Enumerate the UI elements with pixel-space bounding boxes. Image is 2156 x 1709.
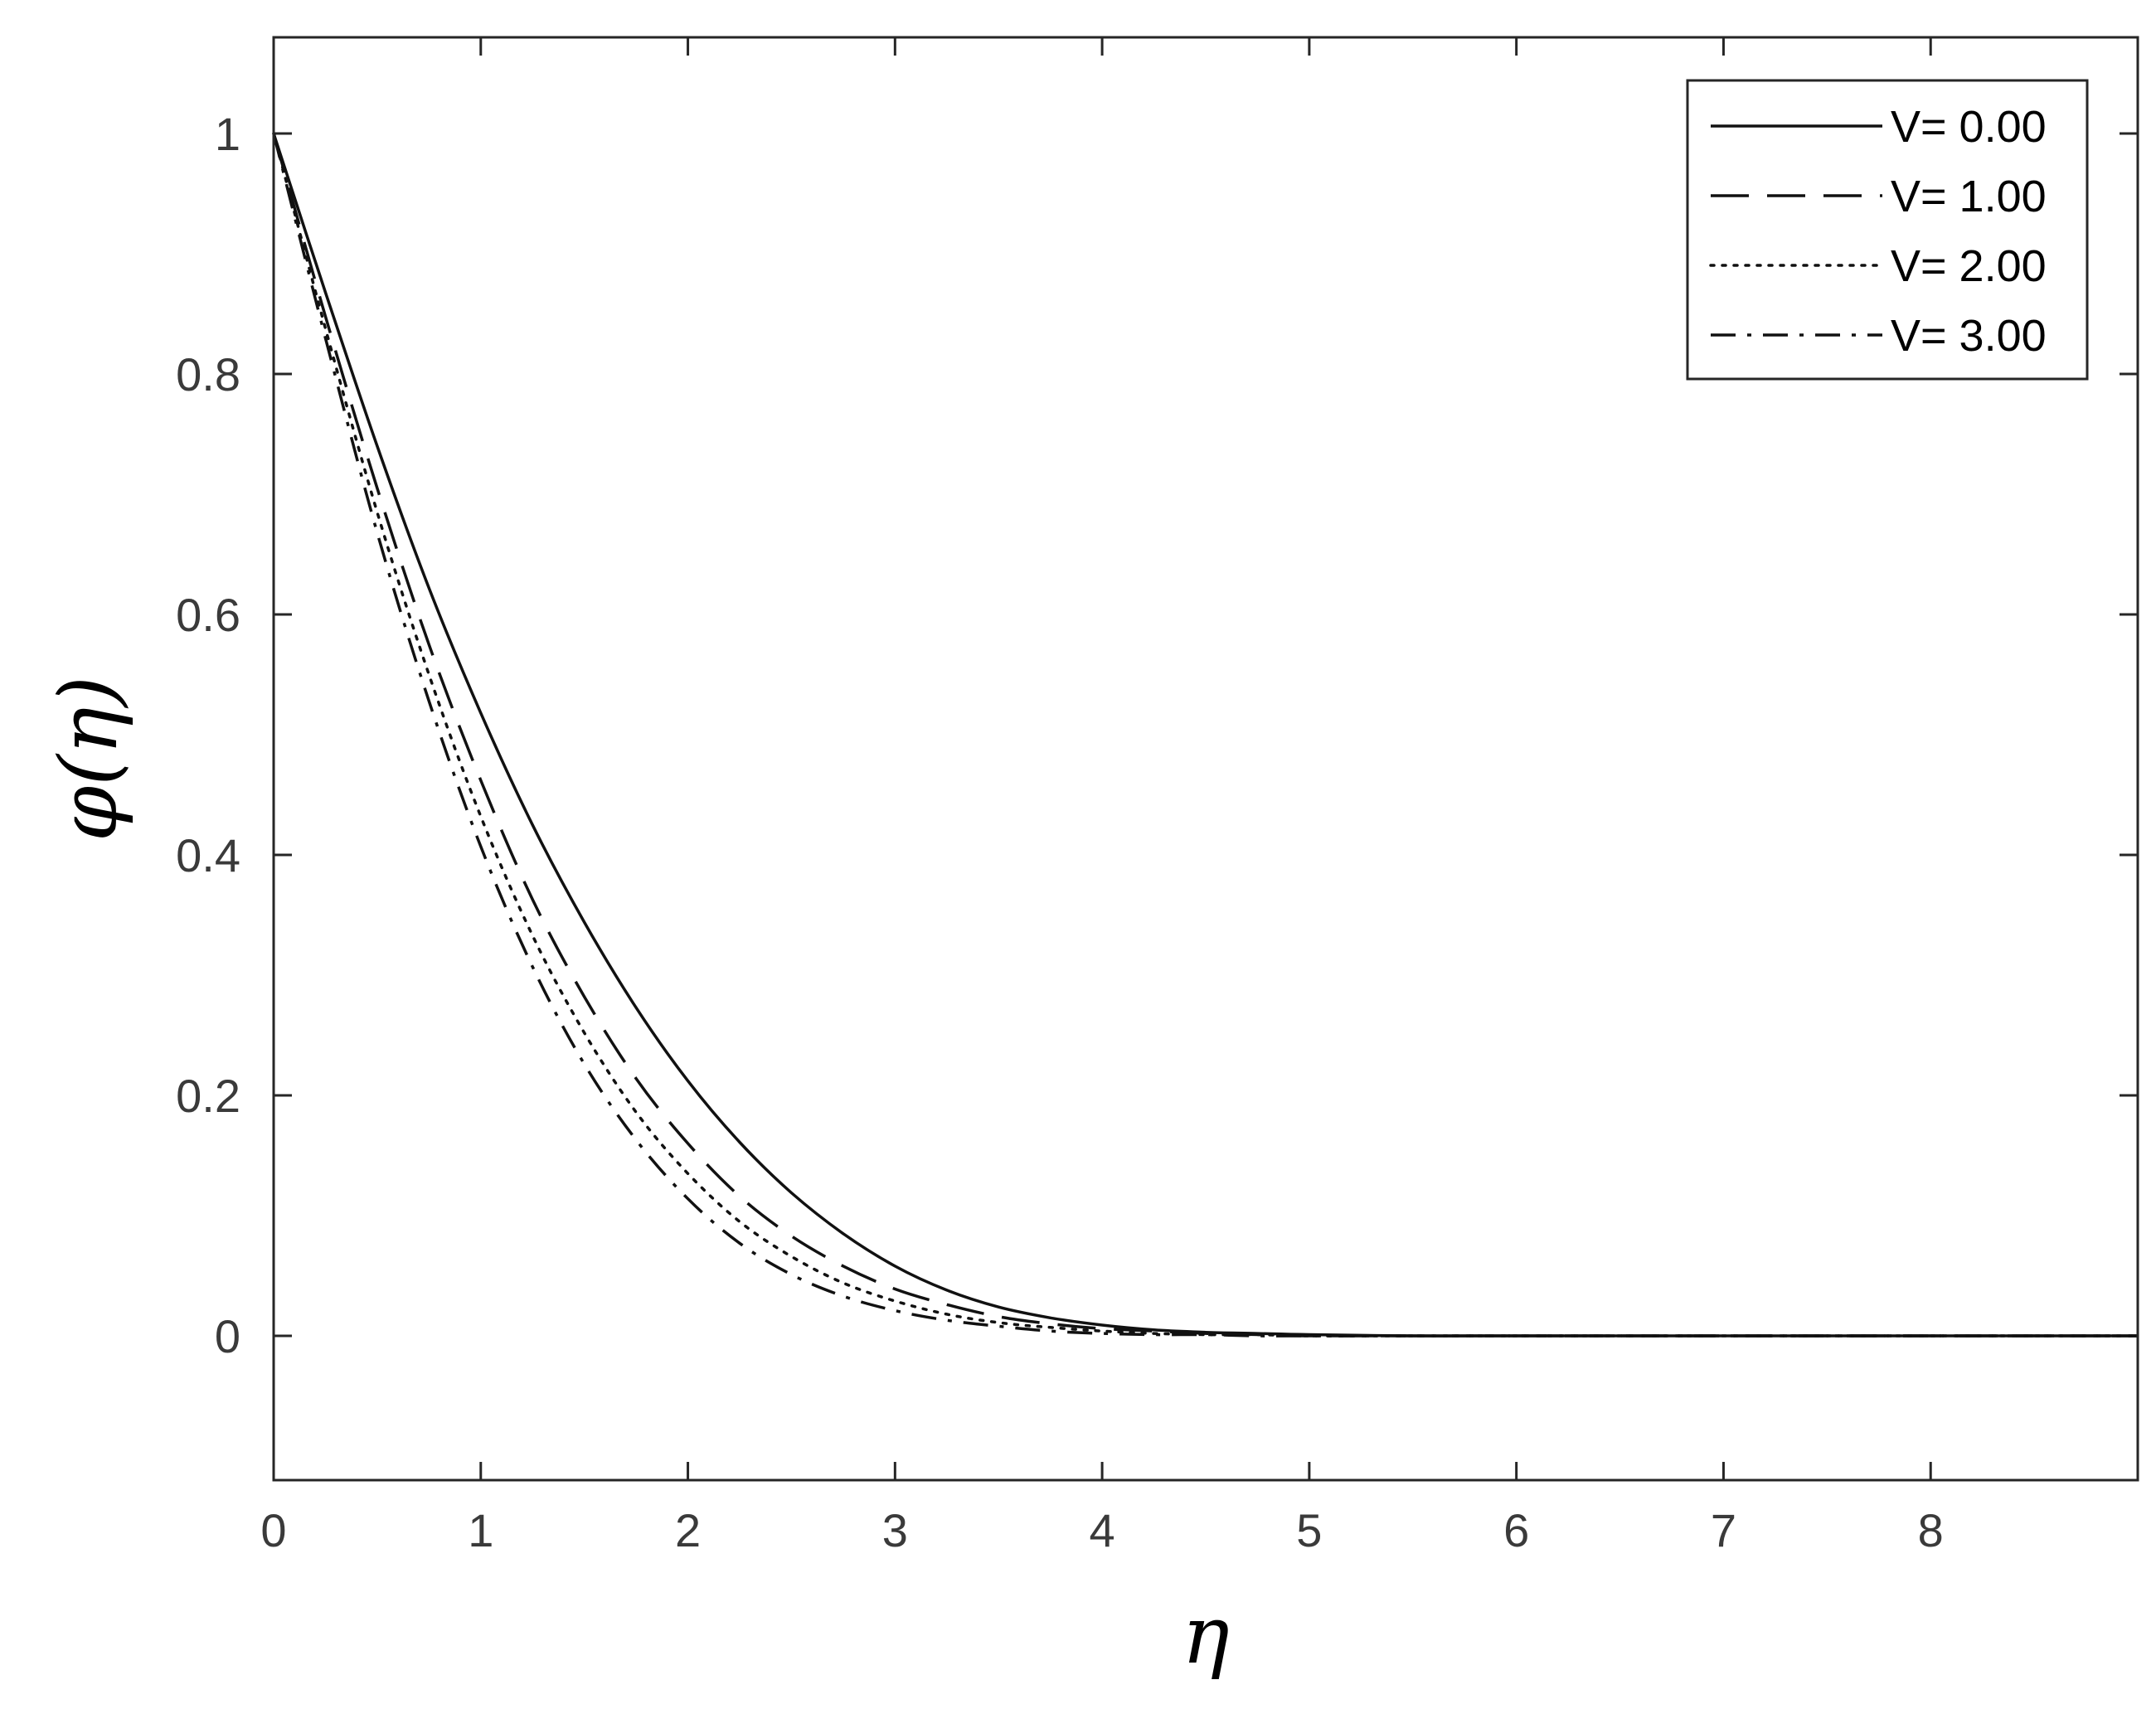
x-tick-label: 6 xyxy=(1503,1504,1529,1556)
plot-frame xyxy=(272,36,2139,1482)
y-tick-label: 0.4 xyxy=(176,829,240,881)
y-tick-label: 0 xyxy=(215,1310,240,1362)
y-tick-label: 0.8 xyxy=(176,348,240,401)
y-tick-label: 0.2 xyxy=(176,1070,240,1122)
y-tick-label: 0.6 xyxy=(176,589,240,641)
legend: V= 0.00 V= 1.00 V= 2.00 V= 3.00 xyxy=(1686,79,2089,381)
x-tick-label: 4 xyxy=(1090,1504,1115,1556)
legend-label: V= 0.00 xyxy=(1891,102,2047,152)
x-tick-label: 5 xyxy=(1296,1504,1322,1556)
legend-label: V= 3.00 xyxy=(1891,311,2047,361)
legend-label: V= 1.00 xyxy=(1891,172,2047,221)
x-tick-label: 1 xyxy=(468,1504,493,1556)
x-tick-label: 7 xyxy=(1711,1504,1736,1556)
series-line-2 xyxy=(272,132,2139,1338)
y-axis-label: φ(η) xyxy=(42,676,135,842)
legend-label: V= 2.00 xyxy=(1891,241,2047,291)
x-tick-labels: 0 1 2 3 4 5 6 7 8 xyxy=(260,1504,1943,1556)
y-tick-labels: 0 0.2 0.4 0.6 0.8 1 xyxy=(176,108,240,1362)
y-tick-label: 1 xyxy=(215,108,240,160)
legend-box xyxy=(1686,79,2089,381)
series-line-3 xyxy=(272,133,2138,1338)
x-tick-label: 2 xyxy=(675,1504,701,1556)
x-tick-label: 8 xyxy=(1918,1504,1944,1556)
x-tick-label: 3 xyxy=(882,1504,908,1556)
series-lines xyxy=(272,132,2139,1338)
x-tick-label: 0 xyxy=(260,1504,286,1556)
x-axis-label: η xyxy=(1182,1589,1230,1682)
